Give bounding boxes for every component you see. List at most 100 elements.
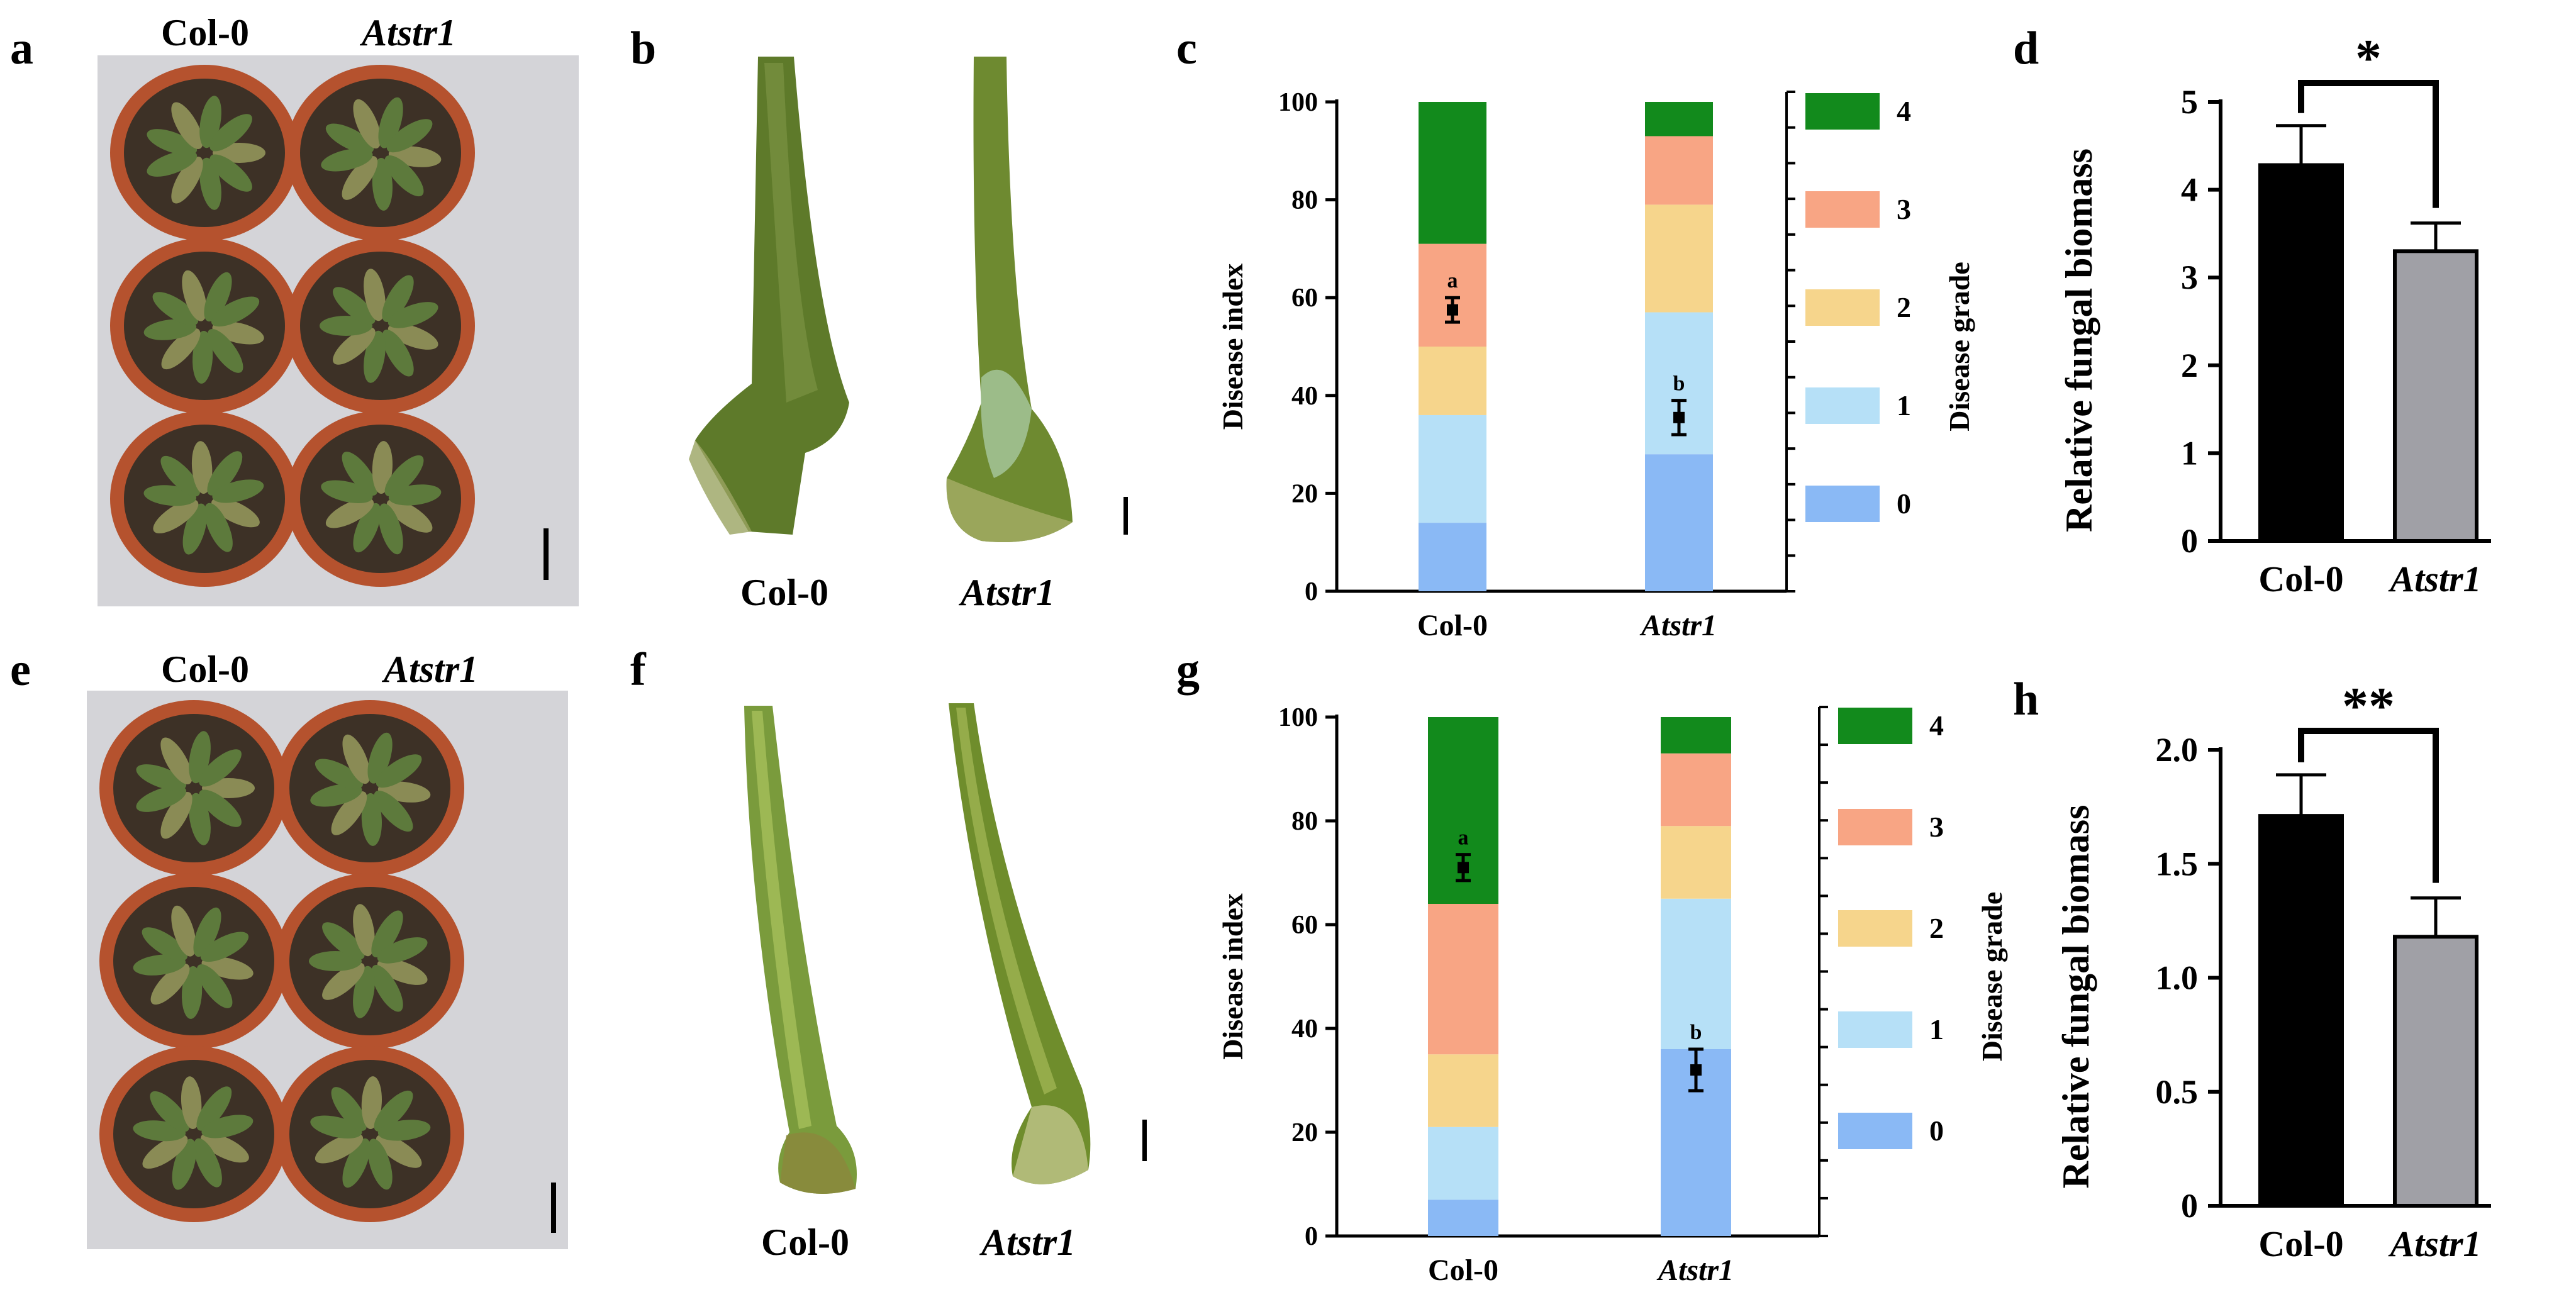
rosette-leaf — [361, 1076, 382, 1130]
rosette-leaf — [377, 937, 428, 964]
rosette-leaf — [189, 793, 211, 845]
x-tick-label-1: Atstr1 — [2388, 559, 2481, 599]
rosette-leaf — [207, 329, 243, 373]
rosette-leaf — [171, 102, 203, 149]
rosette-leaf — [182, 503, 208, 555]
legend-swatch-3 — [1805, 191, 1880, 228]
rosette-leaf — [367, 732, 393, 784]
rosette-leaf — [342, 1138, 371, 1188]
y-tick-label-1: 0.5 — [2156, 1073, 2199, 1111]
rosette-leaf — [382, 330, 414, 377]
x-tick-label-1: Atstr1 — [1639, 609, 1717, 642]
y-tick-label-5: 100 — [1278, 88, 1318, 117]
rosette-leaf — [322, 922, 365, 960]
rosette-leaf — [384, 155, 424, 197]
legend-swatch-0 — [1805, 486, 1880, 522]
rosette-leaf — [204, 272, 232, 322]
y-tick-label-3: 1.5 — [2156, 845, 2199, 882]
significance-bracket — [2298, 80, 2439, 208]
y-tick-label-0: 0 — [1305, 1222, 1318, 1251]
bar-Atstr1-grade-1 — [1645, 312, 1713, 455]
panel-e-label-col0: Col-0 — [161, 648, 249, 690]
panel-letter-c: c — [1176, 23, 1197, 74]
rosette-leaf — [201, 1115, 254, 1138]
rosette-leaf — [342, 156, 378, 200]
rosette-leaf — [388, 484, 442, 506]
rosette-leaf — [212, 321, 264, 345]
y-tick-label-4: 80 — [1291, 807, 1318, 836]
rosette-leaf — [310, 784, 362, 807]
rosette-leaf — [202, 778, 255, 798]
rosette-leaf — [371, 965, 403, 1012]
rosette-leaf — [331, 791, 367, 835]
rosette-leaf — [315, 759, 364, 789]
rosette-leaf — [333, 327, 376, 365]
legend-label-3: 3 — [1897, 193, 1911, 225]
significance-letter: b — [1673, 372, 1685, 396]
pot-rim — [286, 411, 475, 587]
rosette-leaf — [320, 316, 372, 336]
x-tick-label-0: Col-0 — [2258, 559, 2343, 599]
rosette-leaf — [342, 734, 371, 784]
pot-soil — [113, 1060, 274, 1208]
significance-letter: b — [1690, 1021, 1702, 1044]
rosette-leaf — [172, 1138, 197, 1190]
rosette-leaf — [386, 119, 433, 153]
pot-2 — [99, 873, 288, 1049]
panel-letter-e: e — [10, 644, 31, 696]
pot-rim — [110, 65, 299, 241]
bar-Atstr1-grade-2 — [1645, 204, 1713, 313]
bar-Atstr1-grade-3 — [1661, 753, 1731, 827]
rosette-leaf — [388, 302, 438, 328]
bar-Col-0-grade-0 — [1428, 1200, 1498, 1236]
bar-Atstr1-grade-0 — [1645, 454, 1713, 591]
pot-0 — [110, 65, 299, 241]
rosette-leaf — [309, 951, 362, 971]
y-tick-label-4: 80 — [1291, 186, 1318, 215]
scale-bar-a — [544, 528, 549, 580]
rosette-leaf — [315, 1133, 364, 1164]
bar-Col-0-grade-0 — [1419, 523, 1486, 591]
bar-Col-0-grade-2 — [1419, 347, 1486, 415]
rosette-leaf — [201, 1133, 249, 1163]
rosette-leaf — [147, 129, 198, 155]
legend-label-3: 3 — [1929, 811, 1944, 843]
pot-rim — [276, 700, 464, 876]
rosette-leaf — [160, 455, 201, 497]
rosette-leaf — [372, 441, 393, 494]
rosette-leaf — [171, 157, 203, 204]
rosette-leaf — [371, 910, 403, 957]
panel-f-label-col0: Col-0 — [761, 1222, 849, 1263]
legend-label-1: 1 — [1929, 1013, 1944, 1045]
rosette-leaf — [353, 503, 381, 553]
rosette-leaf — [331, 1087, 367, 1131]
rosette-leaf — [321, 480, 373, 503]
rosette-leaf — [364, 330, 386, 383]
bar-Atstr1-grade-4 — [1645, 102, 1713, 136]
pot-5 — [286, 411, 475, 587]
rosette-leaf — [192, 330, 213, 384]
rosette-leaf — [388, 146, 442, 167]
rosette-leaf — [201, 957, 254, 980]
rosette-leaf — [353, 966, 375, 1018]
rosette-leaf — [142, 1134, 188, 1169]
rosette-leaf — [171, 905, 196, 957]
y-tick-label-4: 4 — [2181, 171, 2198, 209]
disease-index-point — [1447, 304, 1458, 316]
rosette-leaf — [372, 157, 393, 211]
rosette-leaf — [374, 1090, 413, 1132]
bar-Col-0-grade-4 — [1419, 102, 1486, 244]
significance-stars: * — [2355, 29, 2382, 87]
legend-label-2: 2 — [1929, 912, 1944, 944]
rosette-leaf — [189, 731, 211, 784]
rosette-leaf — [212, 479, 264, 503]
rosette-leaf — [310, 1115, 362, 1138]
legend-label-0: 0 — [1897, 487, 1911, 520]
bar-Col-0-grade-3 — [1428, 904, 1498, 1055]
bar-Col-0-grade-3 — [1419, 243, 1486, 347]
y2-axis-title: Disease grade — [1976, 892, 2008, 1062]
stem-b-atstr1 — [946, 57, 1073, 542]
rosette-leaf — [374, 790, 413, 832]
x-tick-label-0: Col-0 — [1417, 609, 1488, 642]
rosette-leaf — [181, 966, 203, 1019]
